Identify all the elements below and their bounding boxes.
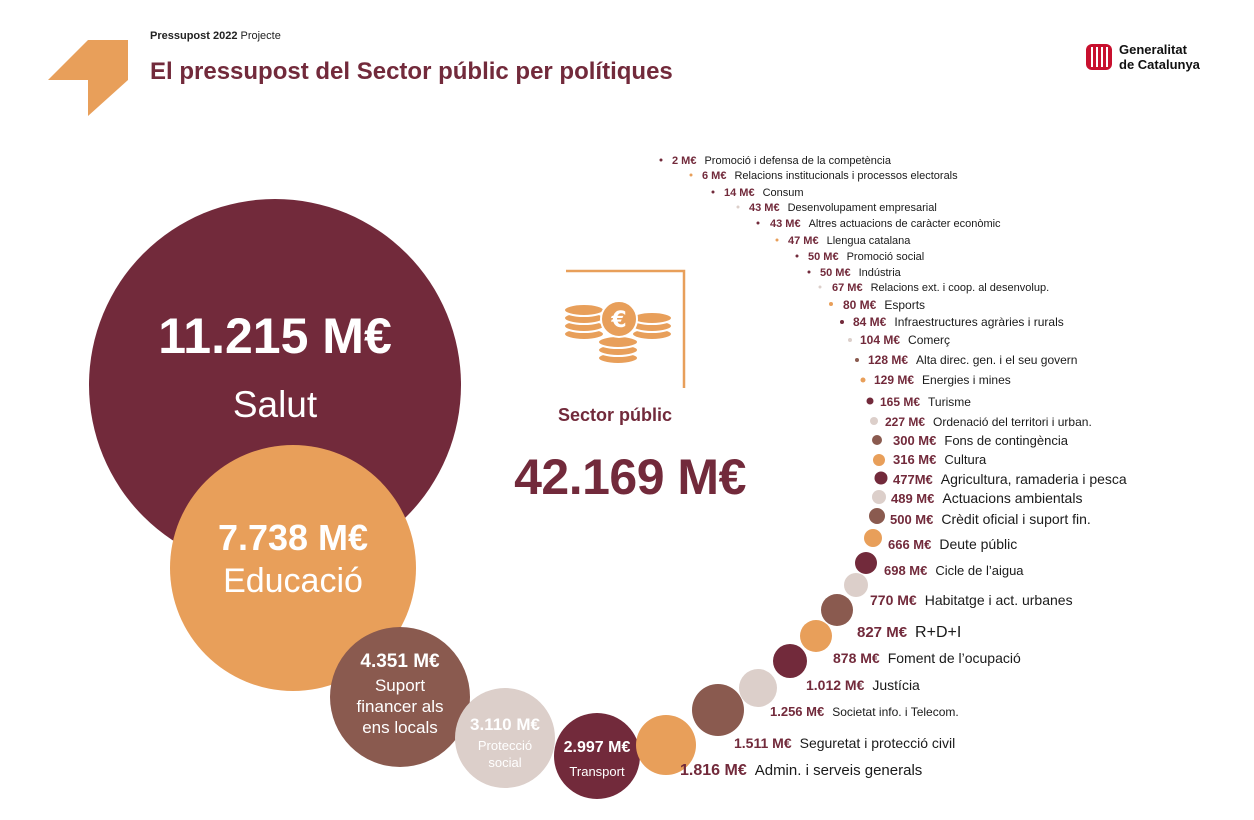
bubble-35 (659, 158, 663, 162)
bubble-label-17: 477M€ Agricultura, ramaderia i pesca (893, 471, 1127, 487)
bubble-label-16: 489 M€ Actuacions ambientals (891, 490, 1082, 506)
bubble-value-2: 7.738 M€ (218, 517, 368, 558)
bubble-19 (872, 435, 882, 445)
svg-text:€: € (610, 308, 626, 333)
bubble-5 (554, 713, 640, 799)
bubble-value-5: 2.997 M€ (564, 739, 631, 756)
bubble-label-6: 1.816 M€ Admin. i serveis generals (680, 762, 922, 779)
senyera-logo-icon (1086, 44, 1112, 70)
bubble-label-2: Educació (223, 562, 363, 600)
bubble-label-11: 827 M€ R+D+I (857, 624, 961, 641)
bubble-label-8: 1.256 M€ Societat info. i Telecom. (770, 704, 959, 719)
bubble-label-25: 84 M€ Infraestructures agràries i rurals (853, 315, 1064, 329)
bubble-32 (736, 205, 740, 209)
bubble-label-30: 47 M€ Llengua catalana (788, 235, 911, 247)
bubble-label-19: 300 M€ Fons de contingència (893, 433, 1069, 448)
center-total: 42.169 M€ (514, 449, 746, 505)
bubble-33 (711, 190, 715, 194)
bubble-label-22: 129 M€ Energies i mines (874, 373, 1011, 387)
bubble-34 (689, 173, 693, 177)
bubble-16 (872, 490, 886, 504)
bubble-value-4: 3.110 M€ (470, 715, 540, 734)
coins-euro-icon: € (563, 269, 686, 388)
supertitle-rest: Projecte (240, 30, 281, 42)
bubble-value-3: 4.351 M€ (360, 651, 440, 672)
bubble-label-5: Transport (569, 764, 625, 779)
bubble-label-28: 50 M€ Indústria (820, 267, 902, 279)
bubble-9 (773, 644, 807, 678)
bubble-14 (864, 529, 882, 547)
bubble-label-10: 878 M€ Foment de l’ocupació (833, 650, 1021, 666)
page-title: El pressupost del Sector públic per polí… (150, 58, 673, 85)
bubble-label-14: 666 M€ Deute públic (888, 536, 1017, 552)
bubble-label-29: 50 M€ Promoció social (808, 251, 924, 263)
brand-line-1: Generalitat (1119, 42, 1187, 57)
bubble-22 (860, 377, 866, 383)
bubble-label-15: 500 M€ Crèdit oficial i suport fin. (890, 511, 1091, 527)
bubble-3 (330, 627, 470, 767)
bubble-29 (795, 254, 799, 258)
bubble-label-21: 165 M€ Turisme (880, 395, 971, 409)
bubble-label-34: 6 M€ Relacions institucionals i processos… (702, 170, 958, 182)
bubble-label-26: 80 M€ Esports (843, 298, 925, 312)
bubble-26 (829, 302, 833, 306)
bubble-18 (873, 454, 885, 466)
bubble-label-18: 316 M€ Cultura (893, 452, 987, 467)
bubble-12 (844, 573, 868, 597)
brand-logo: Generalitat de Catalunya (1086, 42, 1200, 72)
bubble-24 (848, 338, 852, 342)
bubble-2 (170, 445, 416, 691)
bubble-13 (855, 552, 877, 574)
bubble-label-4-line-2: social (488, 755, 521, 770)
bubble-label-23: 128 M€ Alta direc. gen. i el seu govern (868, 353, 1077, 367)
brand-line-2: de Catalunya (1119, 57, 1200, 72)
bubble-8 (739, 669, 777, 707)
bubble-27 (818, 285, 822, 289)
bubble-label-4-line-1: Protecció (478, 738, 532, 753)
bubble-6 (636, 715, 696, 775)
bubble-label-31: 43 M€ Altres actuacions de caràcter econò… (770, 218, 1001, 230)
bubble-label-35: 2 M€ Promoció i defensa de la competència (672, 155, 892, 167)
supertitle-bold: Pressupost 2022 (150, 30, 238, 42)
center-label: Sector públic (557, 405, 673, 425)
bubble-30 (775, 238, 779, 242)
bubble-label-12: 770 M€ Habitatge i act. urbanes (870, 592, 1073, 608)
bubble-label-3-line-3: ens locals (362, 718, 438, 737)
bubble-label-1: Salut (233, 384, 318, 425)
bubble-11 (821, 594, 853, 626)
supertitle: Pressupost 2022 Projecte (150, 30, 281, 42)
bubble-label-13: 698 M€ Cicle de l’aigua (884, 563, 1024, 578)
bubble-28 (807, 270, 811, 274)
bubble-label-20: 227 M€ Ordenació del territori i urban. (885, 415, 1092, 429)
bubble-31 (756, 221, 760, 225)
bubble-23 (855, 358, 859, 362)
bubble-label-27: 67 M€ Relacions ext. i coop. al desenvolu… (832, 282, 1049, 294)
corner-logo-shape (48, 40, 128, 116)
bubble-7 (692, 684, 744, 736)
bubble-21 (866, 397, 874, 405)
bubble-label-7: 1.511 M€ Seguretat i protecció civil (734, 735, 955, 751)
bubble-value-1: 11.215 M€ (158, 308, 392, 364)
bubble-20 (870, 417, 878, 425)
bubble-4 (455, 688, 555, 788)
bubble-label-3-line-2: financer als (357, 697, 444, 716)
bubble-label-9: 1.012 M€ Justícia (806, 677, 920, 693)
bubble-10 (800, 620, 832, 652)
bubble-label-3-line-1: Suport (375, 676, 425, 695)
bubble-label-24: 104 M€ Comerç (860, 333, 950, 347)
bubble-15 (869, 508, 885, 524)
bubble-17 (874, 471, 888, 485)
bubble-label-32: 43 M€ Desenvolupament empresarial (749, 202, 937, 214)
bubble-25 (840, 320, 844, 324)
bubble-label-33: 14 M€ Consum (724, 187, 804, 199)
